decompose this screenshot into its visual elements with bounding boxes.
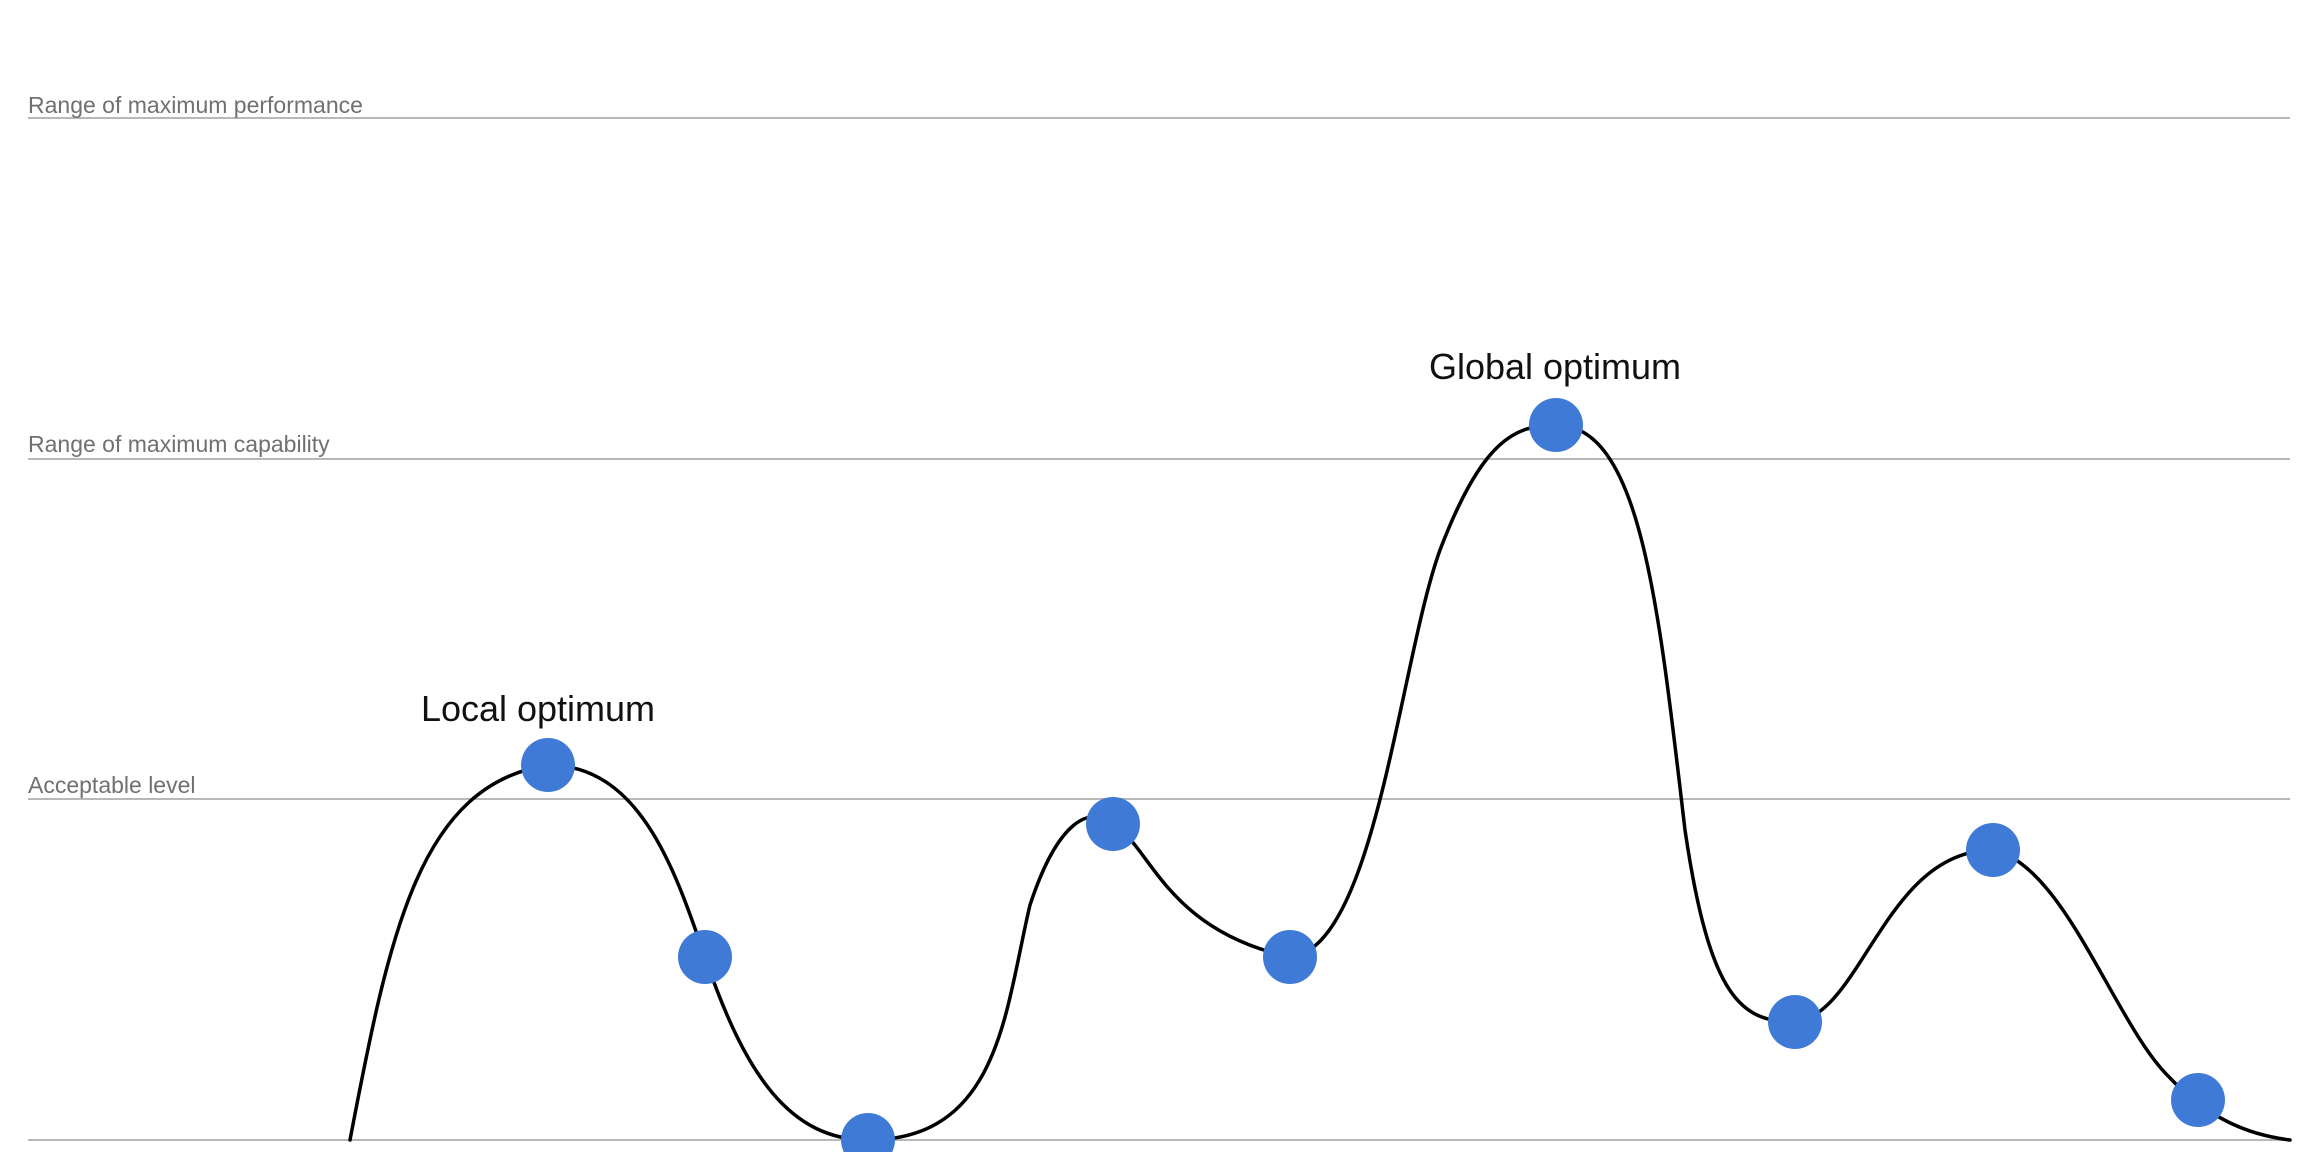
sample-point bbox=[1086, 797, 1140, 851]
landscape-curve bbox=[348, 423, 2292, 1142]
level-max-performance: Range of maximum performance bbox=[28, 92, 2290, 119]
sample-point bbox=[521, 738, 575, 792]
sample-point bbox=[841, 1113, 895, 1152]
reference-levels: Range of maximum performance Range of ma… bbox=[28, 92, 2290, 1141]
level-max-capability: Range of maximum capability bbox=[28, 431, 2290, 460]
level-label-acceptable: Acceptable level bbox=[28, 772, 196, 798]
local-optimum-label: Local optimum bbox=[421, 688, 655, 729]
sample-point bbox=[2171, 1073, 2225, 1127]
global-optimum-label: Global optimum bbox=[1429, 346, 1681, 387]
sample-point bbox=[1263, 930, 1317, 984]
sample-point bbox=[678, 930, 732, 984]
sample-point bbox=[1768, 995, 1822, 1049]
level-label-max-capability: Range of maximum capability bbox=[28, 431, 330, 457]
sample-points bbox=[521, 398, 2225, 1152]
level-acceptable: Acceptable level bbox=[28, 772, 2290, 800]
sample-point bbox=[1966, 823, 2020, 877]
sample-point bbox=[1529, 398, 1583, 452]
level-label-max-performance: Range of maximum performance bbox=[28, 92, 363, 118]
